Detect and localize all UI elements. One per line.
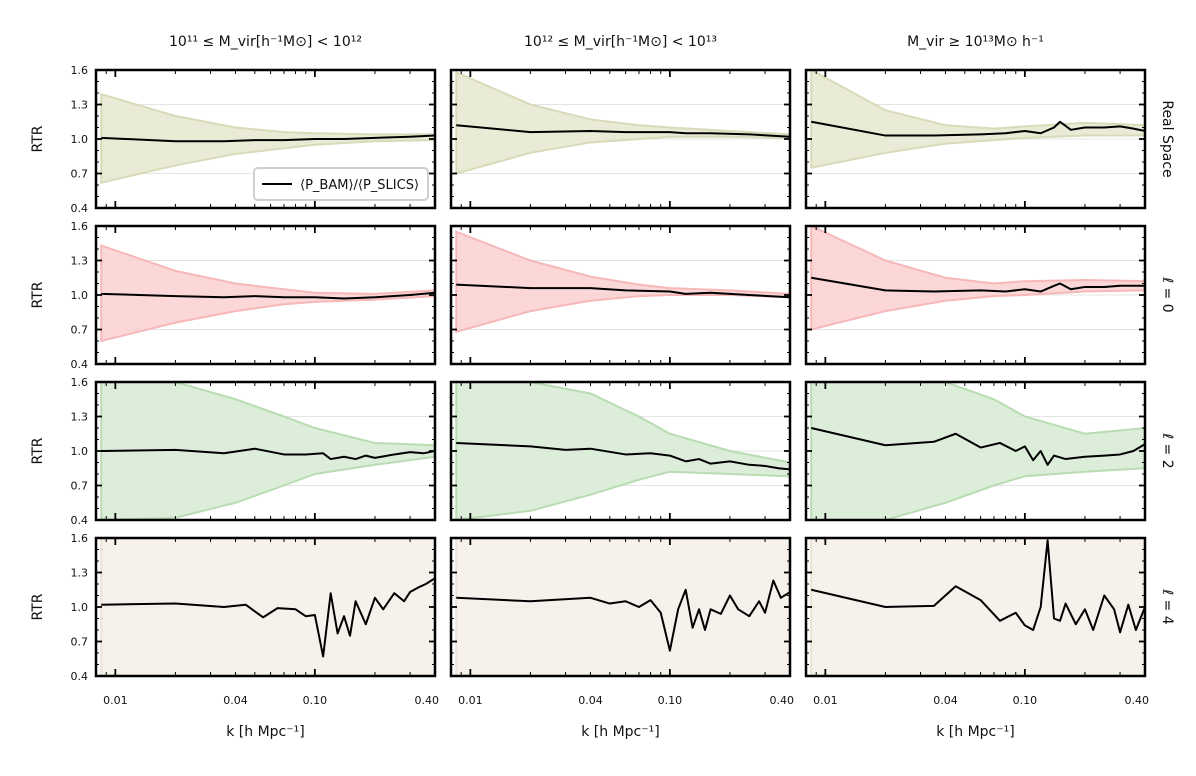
- ratio-line: [811, 427, 1145, 466]
- panel-r2-c2: [804, 380, 1147, 522]
- y-axis-label: RTR: [30, 125, 46, 152]
- panel-r0-c1: [449, 68, 792, 210]
- y-tick-label: 1.3: [71, 411, 89, 424]
- y-tick-label: 1.3: [71, 567, 89, 580]
- panel-r2-c1: [449, 380, 792, 522]
- ratio-line: [456, 124, 790, 138]
- panel-r3-c0: [94, 536, 437, 678]
- ratio-line: [101, 577, 435, 658]
- panel-plot-area: [806, 382, 1145, 520]
- y-tick-label: 0.4: [71, 670, 89, 683]
- ratio-line: [101, 134, 435, 143]
- variance-band: [455, 230, 790, 334]
- panel-r3-c2: [804, 536, 1147, 678]
- row-label: ℓ = 0: [1159, 276, 1175, 312]
- y-tick-label: 1.0: [71, 445, 89, 458]
- y-tick-label: 1.3: [71, 99, 89, 112]
- y-tick-label: 0.4: [71, 202, 89, 215]
- panel-r1-c2: [804, 224, 1147, 366]
- x-tick-label: 0.01: [458, 694, 483, 707]
- y-tick-label: 0.7: [71, 168, 89, 181]
- y-tick-label: 0.4: [71, 358, 89, 371]
- ratio-line: [456, 441, 790, 471]
- legend-box: [253, 167, 429, 201]
- x-tick-label: 0.10: [658, 694, 683, 707]
- x-tick-label: 0.40: [1125, 694, 1150, 707]
- ratio-line: [101, 447, 435, 461]
- y-tick-label: 0.7: [71, 636, 89, 649]
- y-tick-label: 1.3: [71, 255, 89, 268]
- ratio-line: [456, 283, 790, 299]
- panel-plot-area: [451, 382, 790, 520]
- variance-band: [455, 382, 790, 520]
- ratio-line: [811, 276, 1145, 293]
- x-axis-label: k [h Mpc⁻¹]: [581, 724, 659, 740]
- y-tick-label: 1.6: [71, 532, 89, 545]
- variance-band: [810, 382, 1145, 520]
- panel-plot-area: [96, 226, 435, 364]
- variance-band: [455, 538, 790, 676]
- column-title: M_vir ≥ 10¹³M⊙ h⁻¹: [907, 34, 1044, 50]
- panel-plot-area: [96, 70, 435, 208]
- x-axis-label: k [h Mpc⁻¹]: [936, 724, 1014, 740]
- panel-plot-area: [96, 382, 435, 520]
- row-label: ℓ = 4: [1159, 588, 1175, 624]
- x-axis-label: k [h Mpc⁻¹]: [226, 724, 304, 740]
- panel-plot-area: [806, 226, 1145, 364]
- panel-r3-c1: [449, 536, 792, 678]
- panel-plot-area: [806, 538, 1145, 676]
- variance-band: [810, 70, 1145, 169]
- panel-plot-area: [451, 538, 790, 676]
- y-axis-label: RTR: [30, 593, 46, 620]
- y-tick-label: 1.6: [71, 376, 89, 389]
- legend-label: ⟨P_BAM⟩/⟨P_SLICS⟩: [300, 178, 419, 193]
- row-label: ℓ = 2: [1159, 432, 1175, 468]
- x-tick-label: 0.40: [770, 694, 795, 707]
- x-tick-label: 0.01: [813, 694, 838, 707]
- column-title: 10¹² ≤ M_vir[h⁻¹M⊙] < 10¹³: [524, 34, 717, 50]
- panel-plot-area: [96, 538, 435, 676]
- x-tick-label: 0.04: [223, 694, 248, 707]
- x-tick-label: 0.40: [415, 694, 440, 707]
- y-tick-label: 1.6: [71, 220, 89, 233]
- y-tick-label: 1.0: [71, 289, 89, 302]
- y-tick-label: 0.4: [71, 514, 89, 527]
- x-tick-label: 0.04: [578, 694, 603, 707]
- y-tick-label: 1.6: [71, 64, 89, 77]
- column-title: 10¹¹ ≤ M_vir[h⁻¹M⊙] < 10¹²: [169, 34, 362, 50]
- variance-band: [100, 92, 435, 184]
- y-tick-label: 1.0: [71, 133, 89, 146]
- y-tick-label: 0.7: [71, 480, 89, 493]
- x-tick-label: 0.10: [303, 694, 328, 707]
- panel-plot-area: [451, 226, 790, 364]
- ratio-line: [811, 120, 1145, 137]
- ratio-line: [456, 579, 790, 652]
- legend: ⟨P_BAM⟩/⟨P_SLICS⟩: [253, 167, 429, 201]
- row-label: Real Space: [1159, 100, 1175, 177]
- panel-plot-area: [451, 70, 790, 208]
- panel-r1-c1: [449, 224, 792, 366]
- panel-plot-area: [806, 70, 1145, 208]
- variance-band: [810, 538, 1145, 676]
- y-axis-label: RTR: [30, 281, 46, 308]
- panel-r2-c0: [94, 380, 437, 522]
- x-tick-label: 0.01: [103, 694, 128, 707]
- variance-band: [100, 538, 435, 676]
- y-tick-label: 0.7: [71, 324, 89, 337]
- ratio-line: [101, 291, 435, 300]
- panel-r0-c2: [804, 68, 1147, 210]
- y-tick-label: 1.0: [71, 601, 89, 614]
- variance-band: [455, 70, 790, 175]
- ratio-line: [811, 539, 1145, 634]
- variance-band: [100, 244, 435, 343]
- panel-r1-c0: [94, 224, 437, 366]
- x-tick-label: 0.04: [933, 694, 958, 707]
- variance-band: [810, 226, 1145, 331]
- x-tick-label: 0.10: [1013, 694, 1038, 707]
- y-axis-label: RTR: [30, 437, 46, 464]
